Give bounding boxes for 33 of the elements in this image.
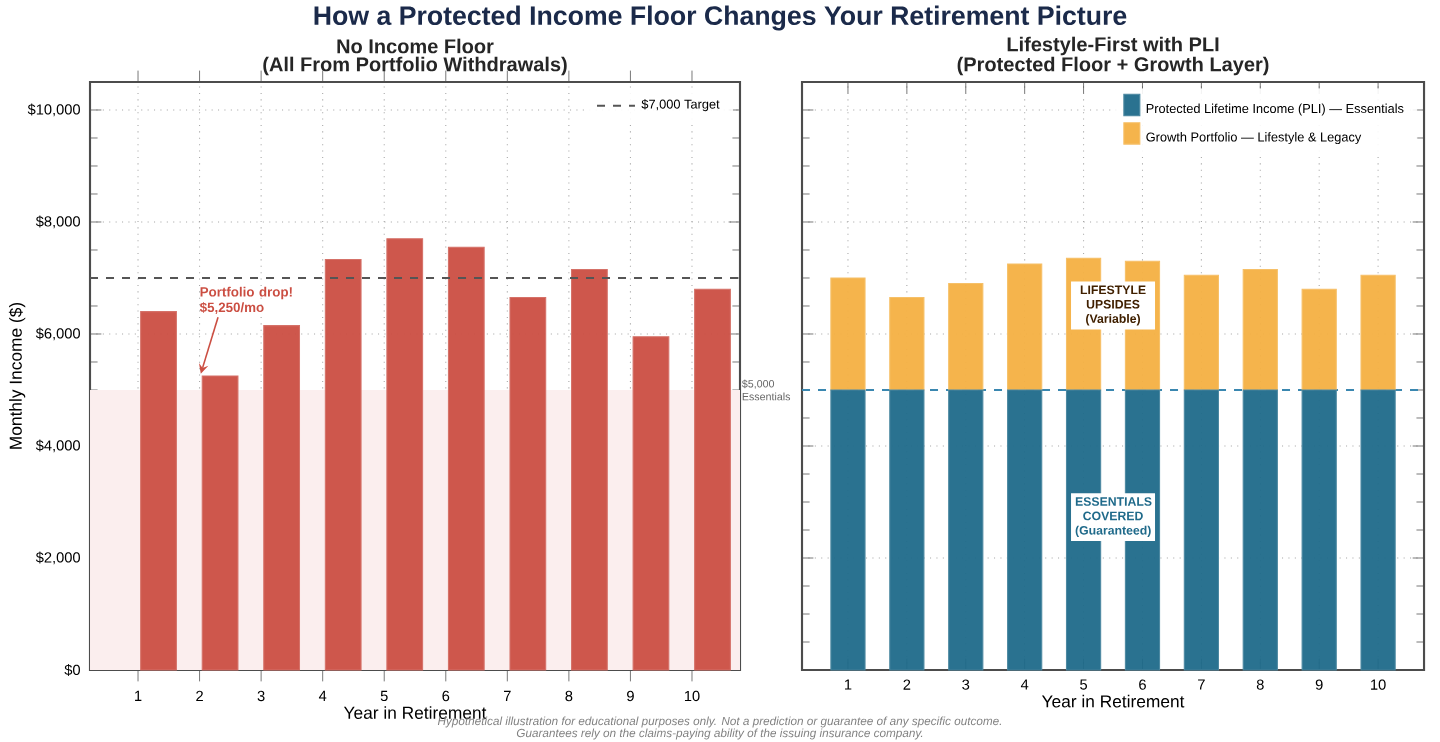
bar (386, 238, 424, 671)
bar (1183, 389, 1219, 671)
bar (1301, 288, 1337, 391)
x-axis-title: Year in Retirement (1041, 694, 1185, 708)
bar (889, 297, 925, 391)
bar (509, 297, 547, 671)
bar (830, 389, 866, 671)
bar (948, 283, 984, 391)
bar (1242, 269, 1278, 391)
bar (263, 325, 301, 671)
chart-subtitle: (Protected Floor + Growth Layer) (957, 56, 1269, 76)
bar (140, 311, 177, 671)
bar (1183, 274, 1219, 391)
text: How a Protected Income Floor Changes Your Retirement Picture (314, 5, 1127, 31)
bar (694, 288, 731, 671)
bar (1360, 389, 1396, 671)
bar (632, 336, 670, 671)
bar (830, 277, 866, 391)
chart-title: No Income Floor (337, 38, 494, 54)
bar (571, 269, 608, 671)
bar (324, 258, 362, 671)
bar (1007, 263, 1043, 391)
chart-title: Lifestyle-First with PLI (1007, 36, 1219, 56)
bar (889, 389, 925, 671)
bar (948, 389, 984, 671)
bar (447, 246, 485, 671)
x-axis-title: Year in Retirement (343, 706, 487, 719)
y-axis-title: Monthly Income ($) (8, 302, 26, 449)
chart-subtitle: (All From Portfolio Withdrawals) (263, 56, 567, 76)
bar (1242, 389, 1278, 671)
bar (1360, 274, 1396, 391)
bar (1301, 389, 1337, 671)
bar (1007, 389, 1043, 671)
